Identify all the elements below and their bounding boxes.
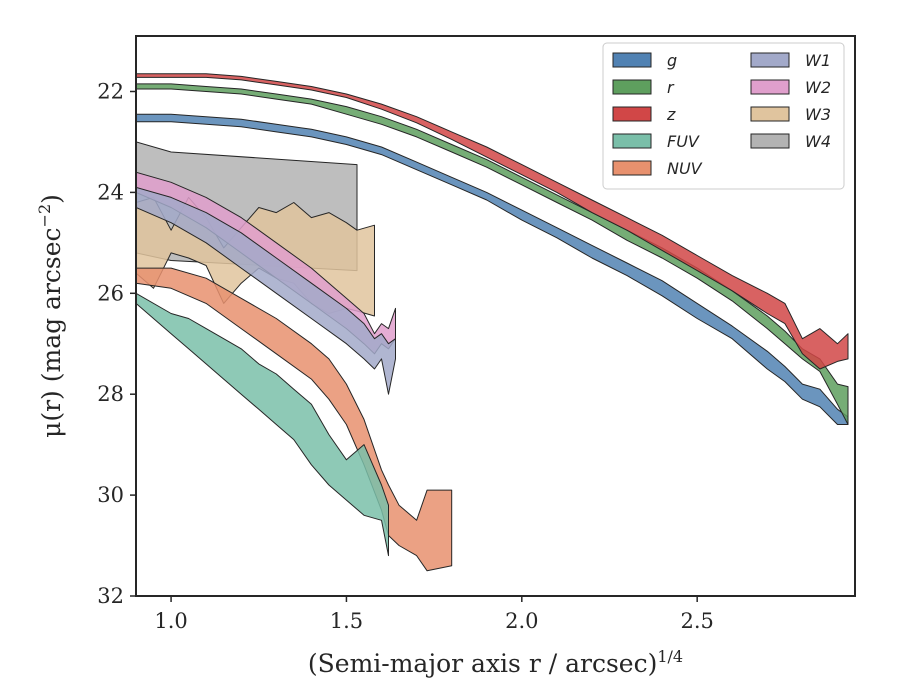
x-axis: 1.0 1.5 2.0 2.5 (154, 596, 714, 633)
band-nuv (136, 267, 453, 572)
y-tick-label: 28 (97, 382, 124, 406)
data-bands (136, 73, 849, 572)
legend-swatch-nuv (612, 160, 652, 176)
x-tick-label: 2.5 (680, 609, 713, 633)
band-z (136, 73, 849, 370)
legend-label-w4: W4 (805, 132, 831, 151)
legend-swatch-w1 (750, 52, 790, 68)
legend-label-w1: W1 (805, 51, 831, 70)
legend-label-nuv: NUV (667, 159, 703, 178)
legend-swatch-w4 (750, 133, 790, 149)
y-tick-label: 32 (97, 584, 124, 608)
y-tick-label: 22 (97, 79, 124, 103)
legend-swatch-z (612, 106, 652, 122)
x-tick-label: 2.0 (505, 609, 538, 633)
y-axis: 22 24 26 28 30 32 (97, 79, 136, 608)
legend-label-w3: W3 (805, 105, 831, 124)
legend-label-g: g (667, 51, 677, 70)
y-tick-label: 26 (97, 281, 124, 305)
legend-swatch-fuv (612, 133, 652, 149)
legend-label-z: z (666, 105, 676, 124)
x-tick-label: 1.0 (154, 609, 187, 633)
band-w1 (136, 186, 396, 395)
legend: grz FUV NUV W1 W2 W3 W4 (602, 42, 845, 190)
y-tick-label: 24 (97, 180, 124, 204)
x-axis-label: (Semi-major axis r / arcsec)1/4 (308, 647, 683, 678)
legend-swatch-w3 (750, 106, 790, 122)
x-axis-label-exponent: 1/4 (657, 647, 683, 666)
x-tick-label: 1.5 (330, 609, 363, 633)
legend-swatch-g (612, 52, 652, 68)
plot-frame (135, 35, 856, 597)
band-r (136, 83, 849, 425)
legend-swatch-r (612, 79, 652, 95)
y-axis-label-exponent: −2 (35, 204, 54, 228)
band-fuv (136, 292, 389, 557)
legend-swatch-w2 (750, 79, 790, 95)
legend-label-r: r (667, 78, 675, 97)
legend-label-w2: W2 (805, 78, 831, 97)
legend-label-fuv: FUV (667, 132, 700, 151)
y-axis-label: μ(r) (mag arcsec−2) (35, 194, 66, 438)
y-tick-label: 30 (97, 483, 124, 507)
